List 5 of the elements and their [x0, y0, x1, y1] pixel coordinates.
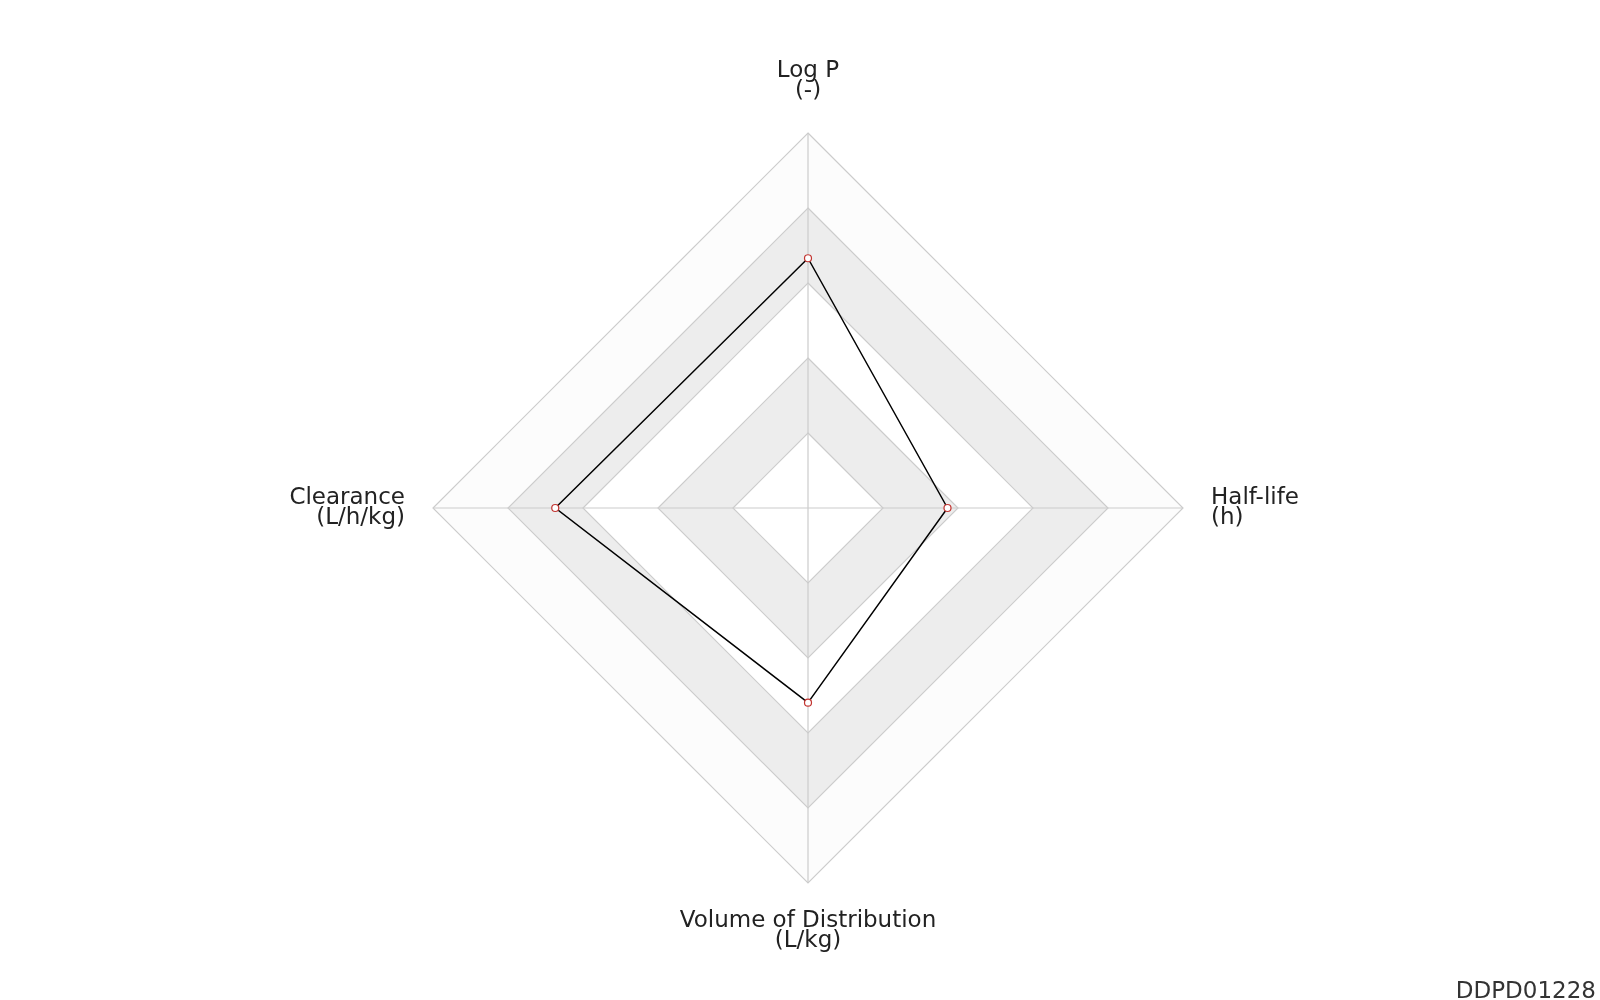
spoke-label: Volume of Distribution (L/kg): [679, 906, 937, 952]
spoke-label: Half-life (h): [1211, 483, 1299, 529]
spoke-label: Log P (-): [776, 56, 840, 102]
spoke-label: Clearance (L/h/kg): [289, 483, 405, 529]
text: DDPD01228: [1455, 977, 1596, 1000]
